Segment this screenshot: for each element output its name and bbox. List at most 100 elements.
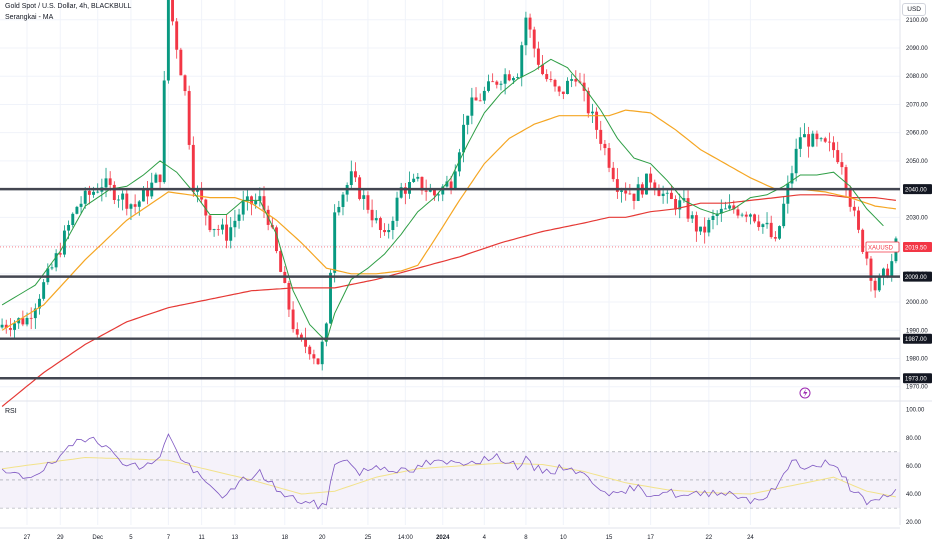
- candle-body: [769, 222, 773, 238]
- candle-body: [603, 143, 607, 149]
- time-tick-label: Dec: [92, 535, 103, 541]
- candle-body: [636, 184, 640, 201]
- ma-mid-line: [1, 109, 896, 331]
- time-tick-label: 14:00: [398, 535, 414, 541]
- price-tick-label: 2090.00: [906, 46, 928, 52]
- candle-body: [819, 138, 823, 140]
- candle-body: [133, 204, 137, 207]
- candle-body: [632, 193, 636, 201]
- candle-body: [852, 206, 856, 211]
- candle-body: [432, 190, 436, 196]
- price-tick-label: 2100.00: [906, 18, 928, 24]
- candle-body: [865, 251, 869, 259]
- candle-body: [478, 100, 482, 102]
- candle-body: [590, 111, 594, 114]
- candle-body: [129, 204, 133, 209]
- candle-body: [886, 268, 890, 277]
- candle-body: [873, 280, 877, 291]
- symbol-badge-label: XAUUSD: [868, 245, 894, 251]
- price-tick-label: 2000.00: [906, 300, 928, 306]
- price-tick-label: 2070.00: [906, 102, 928, 108]
- time-tick-label: 13: [232, 535, 239, 541]
- time-tick-label: 11: [199, 535, 206, 541]
- time-tick-label: 2024: [436, 535, 450, 541]
- candle-body: [707, 219, 711, 233]
- price-tick-label: 2030.00: [906, 215, 928, 221]
- candle-body: [233, 220, 237, 228]
- level-price-label: 1973.00: [905, 377, 927, 383]
- candle-body: [146, 189, 150, 197]
- lightning-bolt: [803, 389, 808, 397]
- candle-body: [524, 17, 528, 46]
- candle-body: [482, 90, 486, 101]
- candle-body: [586, 90, 590, 114]
- candle-body: [728, 205, 732, 209]
- candle-body: [823, 138, 827, 142]
- candle-body: [803, 134, 806, 138]
- candle-body: [333, 212, 337, 273]
- candle-body: [183, 75, 187, 92]
- candle-body: [225, 224, 229, 241]
- candle-body: [520, 45, 524, 78]
- candle-body: [428, 190, 432, 192]
- candle-body: [536, 48, 540, 65]
- candle-body: [383, 230, 387, 233]
- candle-body: [200, 189, 204, 200]
- candle-body: [657, 189, 661, 197]
- candle-body: [287, 282, 291, 310]
- candle-body: [112, 184, 116, 200]
- rsi-tick-label: 20.00: [906, 520, 922, 526]
- candle-body: [557, 86, 561, 92]
- candle-body: [778, 226, 781, 239]
- candle-body: [162, 80, 166, 183]
- candle-body: [811, 133, 815, 147]
- candle-body: [46, 268, 50, 283]
- candle-body: [561, 91, 565, 94]
- candle-body: [83, 190, 87, 204]
- candle-body: [553, 79, 557, 87]
- candle-body: [699, 226, 702, 232]
- rsi-line: [1, 433, 897, 510]
- candle-body: [649, 173, 653, 183]
- candle-body: [661, 193, 665, 197]
- candles-group: [0, 0, 898, 371]
- candle-body: [374, 218, 378, 221]
- currency-button[interactable]: USD: [902, 3, 926, 16]
- candle-body: [724, 208, 727, 210]
- candle-body: [877, 275, 881, 291]
- candle-body: [466, 115, 470, 125]
- candle-body: [620, 190, 623, 192]
- candle-body: [665, 192, 669, 194]
- lightning-icon: [799, 387, 811, 399]
- candle-body: [33, 308, 37, 319]
- candle-body: [387, 230, 391, 233]
- candle-body: [628, 193, 632, 195]
- candle-body: [453, 171, 457, 190]
- candle-body: [279, 251, 283, 272]
- candle-body: [154, 174, 158, 183]
- candle-body: [798, 137, 802, 149]
- candle-body: [782, 203, 786, 227]
- candle-body: [861, 229, 865, 252]
- candle-body: [615, 179, 619, 192]
- candle-body: [765, 222, 769, 225]
- candle-body: [42, 282, 46, 299]
- candle-body: [21, 318, 25, 325]
- candle-body: [869, 258, 873, 281]
- candle-body: [295, 329, 299, 335]
- candle-body: [574, 79, 578, 82]
- candle-body: [29, 317, 33, 319]
- candle-body: [50, 267, 54, 269]
- candle-body: [599, 129, 603, 144]
- time-tick-label: 5: [129, 535, 133, 541]
- rsi-tick-label: 80.00: [906, 436, 922, 442]
- candle-body: [719, 208, 723, 214]
- candle-body: [254, 200, 258, 205]
- candle-body: [682, 198, 686, 201]
- candle-body: [408, 182, 411, 194]
- price-tick-label: 1970.00: [906, 385, 928, 391]
- candle-body: [857, 210, 860, 230]
- candle-body: [71, 213, 75, 226]
